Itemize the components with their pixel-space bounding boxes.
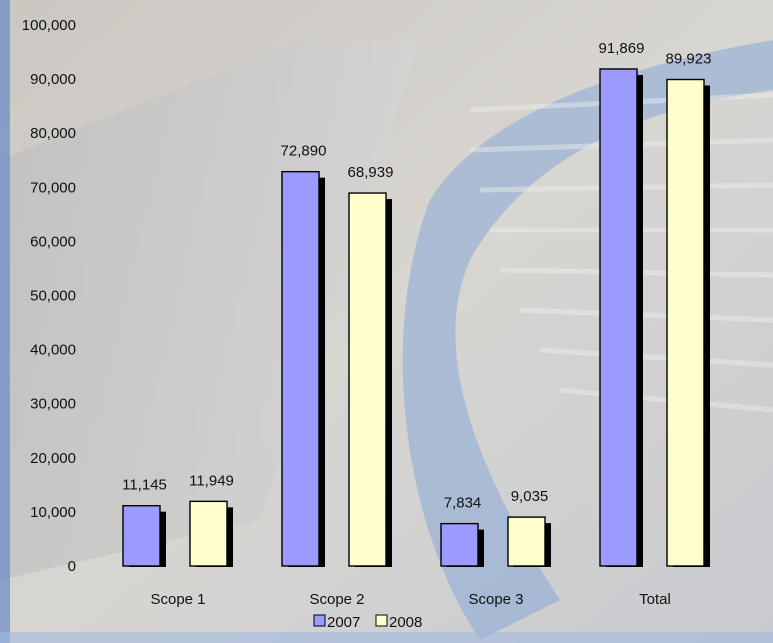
- y-tick-label: 10,000: [30, 504, 76, 521]
- data-label: 72,890: [281, 143, 327, 160]
- y-tick-label: 50,000: [30, 288, 76, 305]
- x-axis: Scope 1 Scope 2 Scope 3 Total: [150, 591, 670, 608]
- bar-2007-scope-1: [122, 505, 161, 567]
- data-label: 11,145: [122, 477, 167, 494]
- x-tick-label: Total: [639, 591, 671, 608]
- x-tick-label: Scope 3: [468, 591, 523, 608]
- data-label: 11,949: [189, 472, 234, 489]
- legend: 2007 2008: [313, 614, 422, 631]
- legend-swatch-2008: [375, 614, 388, 627]
- bar-2007-scope-2: [281, 170, 320, 567]
- bar-2008-scope-3: [507, 516, 546, 567]
- data-label: 89,923: [666, 51, 712, 68]
- data-label: 68,939: [348, 164, 394, 181]
- y-tick-label: 20,000: [30, 450, 76, 467]
- legend-label-2008: 2008: [389, 614, 422, 631]
- y-tick-label: 60,000: [30, 233, 76, 250]
- y-tick-label: 80,000: [30, 125, 76, 142]
- bar-2008-total: [666, 78, 705, 567]
- legend-swatch-2007: [313, 614, 326, 627]
- bar-2008-scope-2: [348, 192, 387, 567]
- bar-2007-scope-3: [440, 522, 479, 567]
- y-tick-label: 30,000: [30, 396, 76, 413]
- data-label: 91,869: [599, 40, 645, 57]
- bar-2007-total: [599, 68, 638, 567]
- bar-2008-scope-1: [189, 500, 228, 567]
- y-tick-label: 100,000: [22, 17, 76, 34]
- data-label: 9,035: [511, 488, 549, 505]
- y-axis: 0 10,000 20,000 30,000 40,000 50,000 60,000 70,…: [22, 17, 76, 575]
- x-tick-label: Scope 1: [150, 591, 205, 608]
- legend-label-2007: 2007: [327, 614, 360, 631]
- data-label: 7,834: [444, 495, 482, 512]
- y-tick-label: 90,000: [30, 71, 76, 88]
- bars: 11,145 11,949 72,890 68,939 7,834 9,035 91,869…: [122, 40, 711, 567]
- y-tick-label: 40,000: [30, 342, 76, 359]
- y-tick-label: 0: [68, 558, 76, 575]
- y-tick-label: 70,000: [30, 179, 76, 196]
- x-tick-label: Scope 2: [309, 591, 364, 608]
